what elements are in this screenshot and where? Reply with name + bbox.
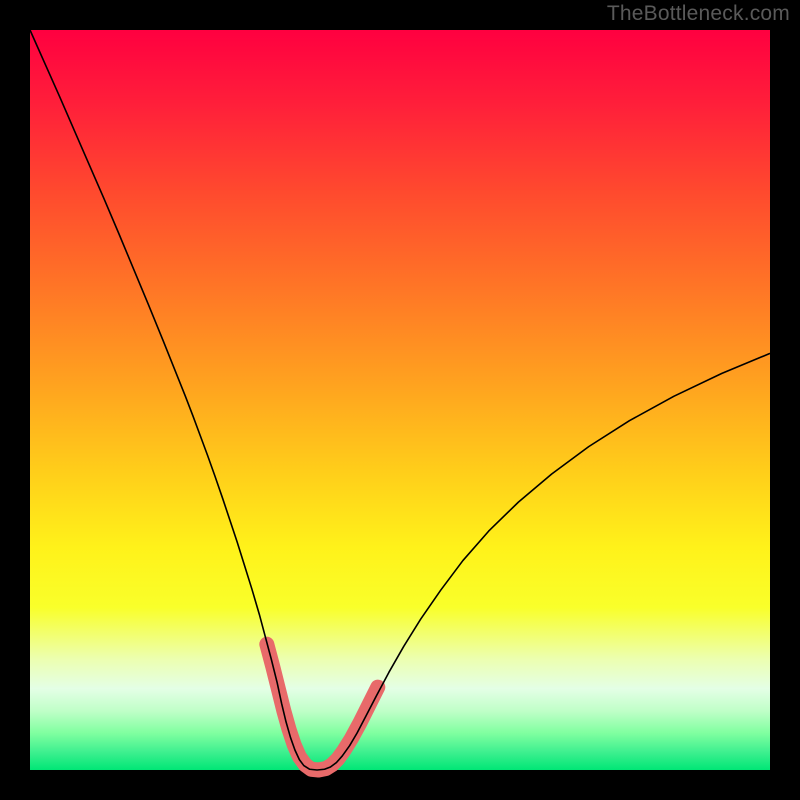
watermark-text: TheBottleneck.com: [607, 2, 790, 26]
chart-stage: TheBottleneck.com: [0, 0, 800, 800]
plot-area-gradient: [30, 30, 770, 770]
bottleneck-plot: [0, 0, 800, 800]
